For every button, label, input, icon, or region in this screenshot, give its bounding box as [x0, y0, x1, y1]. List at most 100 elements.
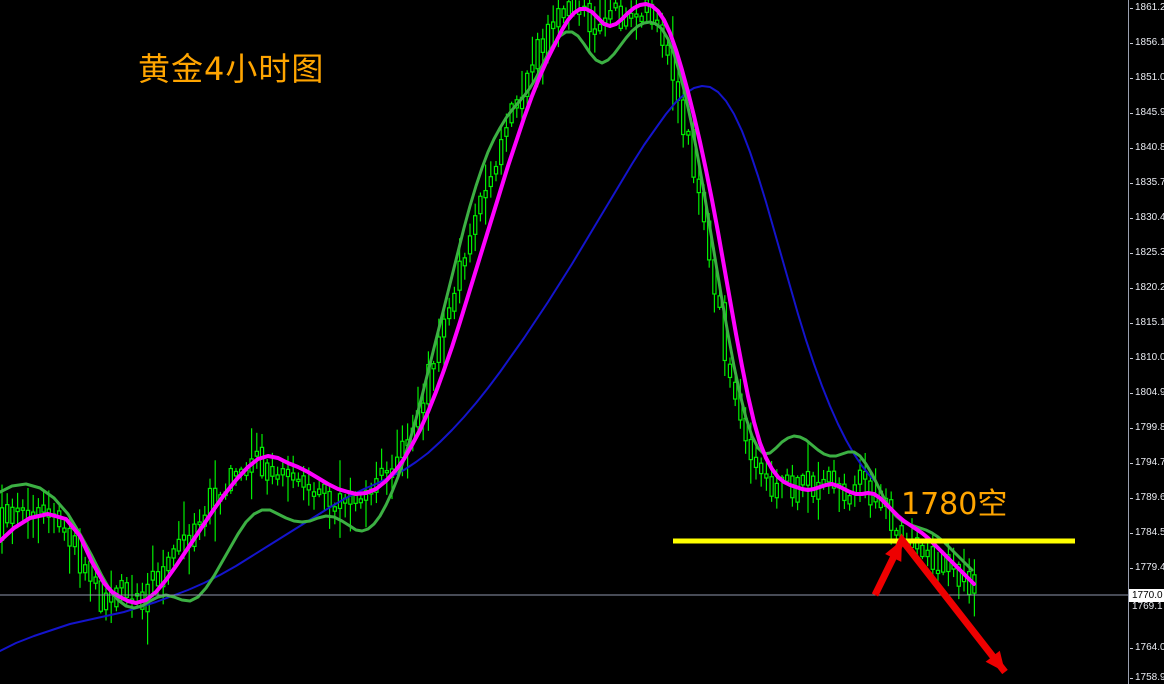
- candle-body: [894, 529, 899, 536]
- candle-body: [15, 507, 20, 513]
- candle-body: [228, 467, 233, 492]
- candle-body: [540, 38, 546, 53]
- tick-mark: [1130, 532, 1133, 534]
- tick-mark: [1130, 567, 1133, 569]
- tick-mark: [1130, 497, 1133, 499]
- tick-mark: [1130, 147, 1133, 149]
- candle-body: [270, 465, 275, 477]
- candle-body: [301, 475, 306, 488]
- candle-body: [467, 235, 473, 255]
- candlestick-layer: [0, 0, 977, 645]
- tick-mark: [1130, 252, 1133, 254]
- candle-body: [732, 381, 738, 400]
- candle-body: [384, 470, 390, 474]
- tick-mark: [1130, 287, 1133, 289]
- candle-body: [452, 292, 457, 312]
- candle-body: [155, 571, 161, 587]
- candle-body: [10, 506, 15, 524]
- candle-body: [831, 470, 837, 489]
- candle-body: [946, 554, 951, 573]
- candle-body: [473, 215, 478, 235]
- price-axis-label: 1825.38: [1135, 247, 1164, 258]
- candle-body: [550, 21, 556, 30]
- candle-body: [524, 72, 530, 98]
- candle-body: [530, 64, 535, 73]
- candle-body: [119, 579, 124, 589]
- price-axis-label: 1789.68: [1135, 492, 1164, 503]
- candle-body: [956, 563, 962, 587]
- candle-body: [774, 482, 780, 499]
- candle-body: [592, 28, 598, 35]
- forecast-arrow-layer: [871, 533, 1008, 675]
- candle-body: [275, 474, 280, 480]
- tick-mark: [1130, 182, 1133, 184]
- candle-body: [317, 488, 322, 496]
- candle-body: [379, 467, 384, 476]
- tick-mark: [1130, 77, 1133, 79]
- price-axis-label: 1820.28: [1135, 282, 1164, 293]
- candle-body: [176, 538, 181, 552]
- candle-body: [72, 535, 77, 548]
- candle-body: [41, 504, 46, 513]
- candle-body: [608, 10, 613, 20]
- tick-mark: [1130, 112, 1133, 114]
- candle-body: [259, 446, 265, 477]
- tick-mark: [1130, 677, 1133, 679]
- candle-body: [764, 473, 769, 479]
- candle-body: [842, 483, 847, 502]
- candle-body: [67, 527, 72, 547]
- chart-plot-area[interactable]: 黄金4小时图 1780空: [0, 0, 1128, 684]
- price-axis-label: 1840.83: [1135, 142, 1164, 153]
- candle-body: [441, 318, 447, 338]
- candle-body: [805, 470, 811, 486]
- candle-body: [82, 564, 88, 574]
- tick-mark: [1130, 357, 1133, 359]
- price-axis-label: 1804.98: [1135, 387, 1164, 398]
- candle-body: [816, 481, 821, 500]
- candle-body: [493, 165, 499, 175]
- tick-mark: [1130, 7, 1133, 9]
- trade-signal-annotation: 1780空: [901, 487, 1008, 522]
- candle-body: [727, 363, 733, 379]
- candle-body: [421, 402, 426, 414]
- candle-body: [197, 521, 202, 526]
- candle-body: [488, 176, 494, 188]
- price-axis-label: 1784.58: [1135, 527, 1164, 538]
- price-axis-label: 1856.13: [1135, 37, 1164, 48]
- candle-body: [748, 438, 754, 461]
- candle-body: [925, 549, 930, 558]
- price-axis-label: 1815.18: [1135, 317, 1164, 328]
- candle-body: [322, 483, 327, 494]
- candle-body: [363, 489, 369, 501]
- candle-body: [400, 440, 405, 459]
- candle-body: [62, 527, 67, 533]
- price-axis-label: 1799.88: [1135, 422, 1164, 433]
- candle-body: [171, 548, 176, 559]
- candle-body: [613, 2, 618, 9]
- candle-body: [4, 504, 10, 524]
- candle-body: [166, 556, 171, 572]
- candle-body: [285, 468, 291, 478]
- candle-body: [920, 544, 925, 558]
- price-axis-label: 1835.73: [1135, 177, 1164, 188]
- tick-mark: [1130, 462, 1133, 464]
- candle-body: [20, 507, 26, 511]
- candle-body: [103, 592, 109, 611]
- candle-body: [753, 456, 759, 469]
- price-axis[interactable]: 1861.23 1856.13 1851.03 1845.93 1840.83 1835.…: [1128, 0, 1164, 684]
- candle-body: [332, 506, 338, 512]
- candle-body: [686, 130, 691, 136]
- price-level-layer: [0, 538, 1128, 596]
- tick-mark: [1130, 217, 1133, 219]
- price-axis-label: 1794.78: [1135, 457, 1164, 468]
- price-axis-label: 1830.48: [1135, 212, 1164, 223]
- ma-slow-blue-line: [0, 85, 877, 652]
- candle-body: [358, 498, 364, 504]
- candle-body: [124, 582, 129, 598]
- candle-body: [800, 474, 806, 486]
- candle-body: [935, 569, 941, 575]
- candle-body: [499, 138, 504, 166]
- candle-body: [847, 495, 852, 505]
- tick-mark: [1130, 322, 1133, 324]
- candle-body: [888, 499, 894, 531]
